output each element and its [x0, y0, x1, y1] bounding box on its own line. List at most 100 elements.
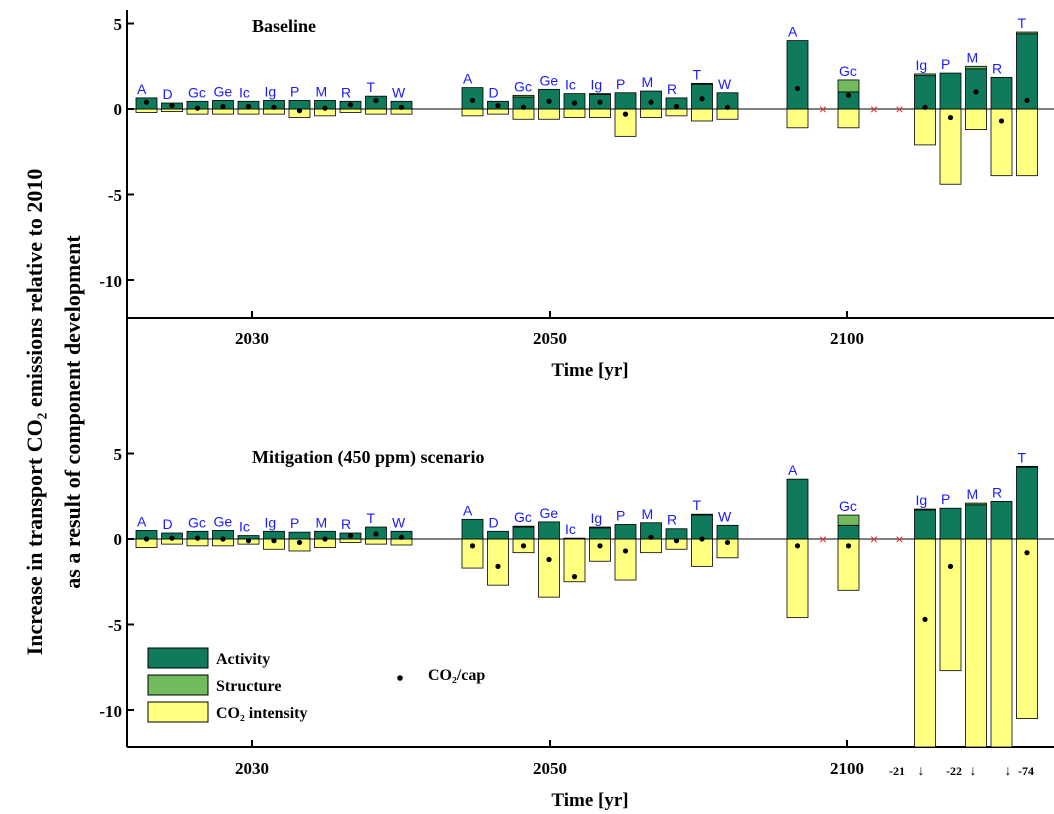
bar-activity — [914, 509, 936, 540]
model-label: Ic — [565, 521, 576, 537]
missing-model-marker: × — [895, 531, 903, 547]
co2cap-marker — [271, 538, 277, 544]
y-axis-title-line2: as a result of component development — [60, 235, 85, 589]
model-label: M — [316, 83, 328, 99]
model-label: M — [316, 514, 328, 530]
legend-label-co2cap: CO₂/cap — [428, 667, 485, 684]
co2cap-marker — [947, 114, 954, 121]
model-label: A — [137, 81, 147, 97]
co2cap-marker — [648, 534, 654, 540]
co2cap-marker — [520, 543, 527, 549]
co2cap-marker — [194, 535, 201, 541]
model-label: W — [392, 84, 406, 100]
bar-co2-intensity — [837, 108, 860, 129]
model-label: D — [489, 514, 499, 530]
bar-co2-intensity — [786, 538, 809, 619]
co2cap-marker — [546, 556, 552, 563]
bar-structure — [589, 93, 611, 95]
bar-activity — [786, 40, 809, 110]
bar-co2-intensity — [212, 108, 234, 115]
model-label: Ge — [540, 505, 559, 521]
co2cap-marker — [922, 616, 928, 622]
bar-co2-intensity — [461, 108, 484, 117]
model-label: Ge — [214, 83, 233, 99]
bar-structure — [691, 82, 713, 85]
model-label: Ig — [265, 83, 277, 99]
y-tick-label: -5 — [108, 186, 122, 205]
co2cap-marker — [495, 563, 501, 569]
panel-title: Baseline — [252, 16, 316, 36]
model-label: M — [642, 506, 654, 522]
x-axis-title: Time [yr] — [551, 790, 628, 811]
model-label: Ig — [265, 514, 277, 530]
bar-co2-intensity — [135, 108, 158, 113]
co2cap-marker — [143, 536, 150, 542]
co2cap-marker — [245, 538, 252, 544]
co2cap-marker — [245, 103, 252, 110]
bar-activity — [589, 527, 611, 540]
bar-co2-intensity — [1016, 108, 1038, 177]
bar-co2-intensity — [538, 108, 560, 120]
co2cap-marker — [143, 99, 150, 105]
bar-co2-intensity — [640, 538, 662, 554]
co2cap-marker — [194, 105, 201, 111]
co2cap-marker — [622, 548, 629, 554]
bar-co2-intensity — [716, 108, 739, 120]
bar-co2-intensity — [665, 108, 688, 117]
model-label: Ic — [239, 519, 250, 535]
co2cap-marker — [271, 104, 277, 110]
bar-structure — [512, 525, 535, 528]
bar-activity — [538, 521, 560, 540]
model-label: P — [941, 491, 950, 507]
bar-activity — [512, 526, 535, 540]
model-label: D — [163, 86, 173, 102]
panel-baseline: Baseline A D Gc Ge Ic Ig P M R T WAD Gc Ge Ic Ig P M RTWA… — [99, 10, 1054, 381]
panel-mitigation: Mitigation (450 ppm) scenario A D Gc Ge Ic Ig… — [99, 10, 1054, 811]
co2cap-marker — [495, 102, 501, 109]
model-label: Ig — [591, 77, 603, 93]
model-label: R — [341, 84, 351, 100]
y-axis-title-line1: Increase in transport CO₂ emissions rela… — [22, 169, 47, 656]
bar-co2-intensity — [390, 538, 413, 546]
bar-activity — [487, 530, 509, 540]
co2cap-marker — [794, 85, 801, 92]
offscale-annotation: -74 — [1018, 764, 1034, 778]
bar-structure — [837, 79, 860, 93]
model-label: D — [163, 516, 173, 532]
co2cap-marker — [922, 104, 928, 110]
co2cap-marker — [373, 97, 379, 104]
x-tick-label: 2050 — [533, 329, 567, 348]
model-label: T — [367, 79, 376, 95]
bar-activity — [691, 514, 713, 540]
co2cap-marker — [597, 543, 603, 549]
down-arrow-icon: ↓ — [918, 764, 925, 779]
bar-activity — [990, 76, 1013, 110]
model-label: A — [788, 24, 798, 40]
bar-structure — [691, 513, 713, 516]
bar-co2-intensity — [914, 108, 936, 146]
bar-structure — [512, 94, 535, 98]
co2cap-marker — [347, 102, 354, 108]
co2cap-marker — [296, 108, 303, 114]
co2cap-marker — [648, 99, 654, 105]
bar-co2-intensity — [914, 538, 936, 748]
model-label: A — [137, 513, 147, 529]
model-label: M — [642, 74, 654, 90]
model-label: P — [290, 515, 299, 531]
x-axis-title: Time [yr] — [551, 360, 628, 381]
bar-co2-intensity — [614, 538, 637, 581]
y-tick-label: -5 — [108, 616, 122, 635]
bar-co2-intensity — [786, 108, 809, 129]
bar-activity — [990, 500, 1013, 540]
y-tick-label: -10 — [99, 702, 122, 721]
down-arrow-icon: ↓ — [970, 764, 977, 779]
model-label: T — [693, 497, 702, 513]
model-label: Gc — [839, 63, 857, 79]
model-label: T — [693, 66, 702, 82]
co2cap-marker — [724, 539, 731, 546]
model-label: A — [463, 71, 473, 87]
co2cap-marker — [373, 531, 379, 537]
model-label: R — [667, 512, 677, 528]
co2cap-marker — [724, 104, 731, 110]
y-tick-label: 0 — [114, 530, 123, 549]
